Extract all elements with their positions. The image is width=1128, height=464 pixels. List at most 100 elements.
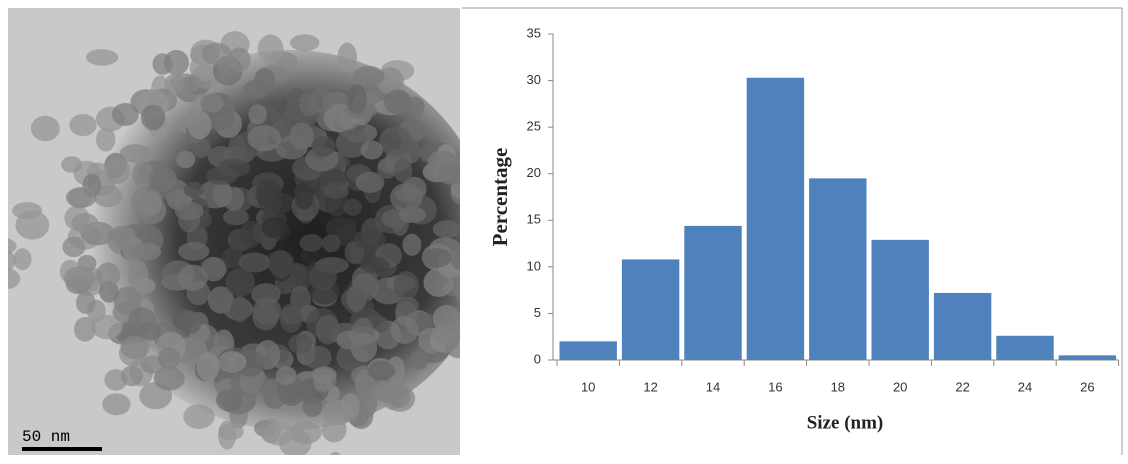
particle — [153, 366, 185, 391]
particle — [111, 102, 139, 126]
particle — [128, 307, 157, 336]
particle — [346, 284, 367, 313]
particle — [454, 278, 460, 304]
particle — [353, 229, 386, 250]
particle — [251, 283, 281, 306]
x-tick-label: 14 — [706, 379, 720, 394]
particle — [462, 281, 481, 306]
particle — [261, 216, 288, 239]
particle — [61, 156, 83, 173]
particle — [65, 187, 97, 208]
particle — [96, 127, 116, 152]
particle — [430, 323, 460, 345]
x-tick-label: 24 — [1018, 379, 1032, 394]
particle — [289, 122, 315, 150]
particle — [247, 125, 281, 152]
particle — [458, 178, 460, 187]
particle — [336, 330, 361, 350]
particle — [225, 267, 256, 297]
particle — [102, 393, 131, 416]
particle — [120, 335, 150, 360]
particle — [409, 350, 429, 370]
particle — [312, 366, 337, 384]
bar — [684, 225, 742, 360]
y-tick-label: 35 — [527, 25, 541, 40]
particle — [217, 351, 247, 374]
particle — [263, 422, 295, 446]
particle — [131, 188, 152, 214]
particle — [396, 296, 419, 314]
bar — [746, 77, 805, 360]
particle — [302, 397, 323, 417]
particle — [71, 213, 99, 234]
particle — [90, 314, 123, 340]
particle — [8, 268, 21, 290]
particle — [390, 183, 423, 212]
particle — [329, 451, 341, 455]
particle — [15, 210, 50, 240]
particle — [290, 34, 320, 52]
bar — [809, 178, 867, 360]
x-tick-label: 20 — [893, 379, 907, 394]
particle — [85, 49, 119, 66]
bar — [1058, 355, 1117, 360]
x-tick-label: 12 — [643, 379, 657, 394]
particle — [353, 65, 385, 87]
particle — [360, 256, 390, 274]
tem-image — [8, 8, 481, 455]
particle — [238, 252, 271, 273]
particle — [120, 365, 144, 387]
particle — [268, 250, 293, 279]
particle — [187, 110, 212, 140]
particle — [323, 182, 350, 199]
y-tick-label: 20 — [527, 165, 541, 180]
y-tick-label: 5 — [534, 305, 541, 320]
particle — [304, 345, 332, 370]
particle — [140, 104, 166, 131]
particle — [346, 84, 367, 115]
particle — [255, 179, 282, 207]
particle — [183, 181, 204, 199]
particle — [432, 220, 460, 239]
particle — [164, 74, 185, 93]
particle — [222, 247, 244, 269]
particle — [73, 316, 97, 342]
bar — [996, 335, 1054, 360]
x-tick-label: 18 — [831, 379, 845, 394]
particle — [390, 316, 419, 345]
particle — [178, 241, 210, 261]
particle — [183, 404, 215, 429]
y-tick-label: 25 — [527, 119, 541, 134]
y-tick-label: 15 — [527, 212, 541, 227]
particle — [279, 303, 303, 333]
particle — [177, 264, 208, 291]
particle — [230, 296, 250, 323]
particle — [355, 171, 385, 193]
particle — [325, 216, 358, 239]
x-tick-label: 10 — [581, 379, 595, 394]
particle — [402, 233, 422, 256]
particle — [423, 268, 454, 297]
particle — [132, 242, 162, 261]
bar — [559, 341, 617, 360]
particle — [163, 49, 190, 76]
particle — [294, 182, 314, 210]
particle — [357, 389, 378, 418]
particle — [248, 104, 267, 125]
x-tick-label: 16 — [768, 379, 782, 394]
particle — [372, 380, 399, 403]
x-tick-label: 26 — [1080, 379, 1094, 394]
particle — [201, 42, 232, 66]
particle — [449, 242, 460, 271]
particle — [321, 416, 347, 443]
y-tick-label: 0 — [534, 351, 541, 366]
particle — [13, 248, 32, 271]
particle — [340, 392, 360, 422]
particle — [119, 144, 152, 163]
particle — [212, 180, 233, 208]
particle — [257, 34, 284, 65]
particle — [254, 68, 276, 93]
x-axis-title: Size (nm) — [807, 412, 884, 433]
